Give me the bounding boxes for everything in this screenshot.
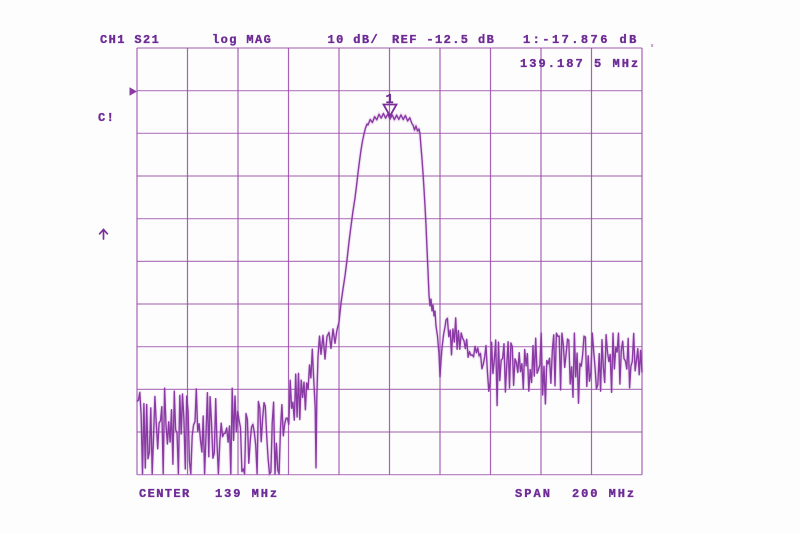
svg-text:139 MHz: 139 MHz [215,487,279,501]
svg-text:10 dB/: 10 dB/ [328,33,380,47]
svg-text:1:-17.876 dB: 1:-17.876 dB [523,33,639,47]
svg-text:REF -12.5 dB: REF -12.5 dB [392,33,495,47]
svg-text:C!: C! [98,111,115,125]
svg-text:log MAG: log MAG [212,33,272,47]
svg-text:1: 1 [386,93,396,108]
svg-text:SPAN: SPAN [515,487,552,501]
svg-text:200 MHz: 200 MHz [572,487,636,501]
svg-text:139.187 5 MHz: 139.187 5 MHz [520,57,640,71]
svg-text:CH1 S21: CH1 S21 [100,33,160,47]
svg-text:CENTER: CENTER [139,487,191,501]
